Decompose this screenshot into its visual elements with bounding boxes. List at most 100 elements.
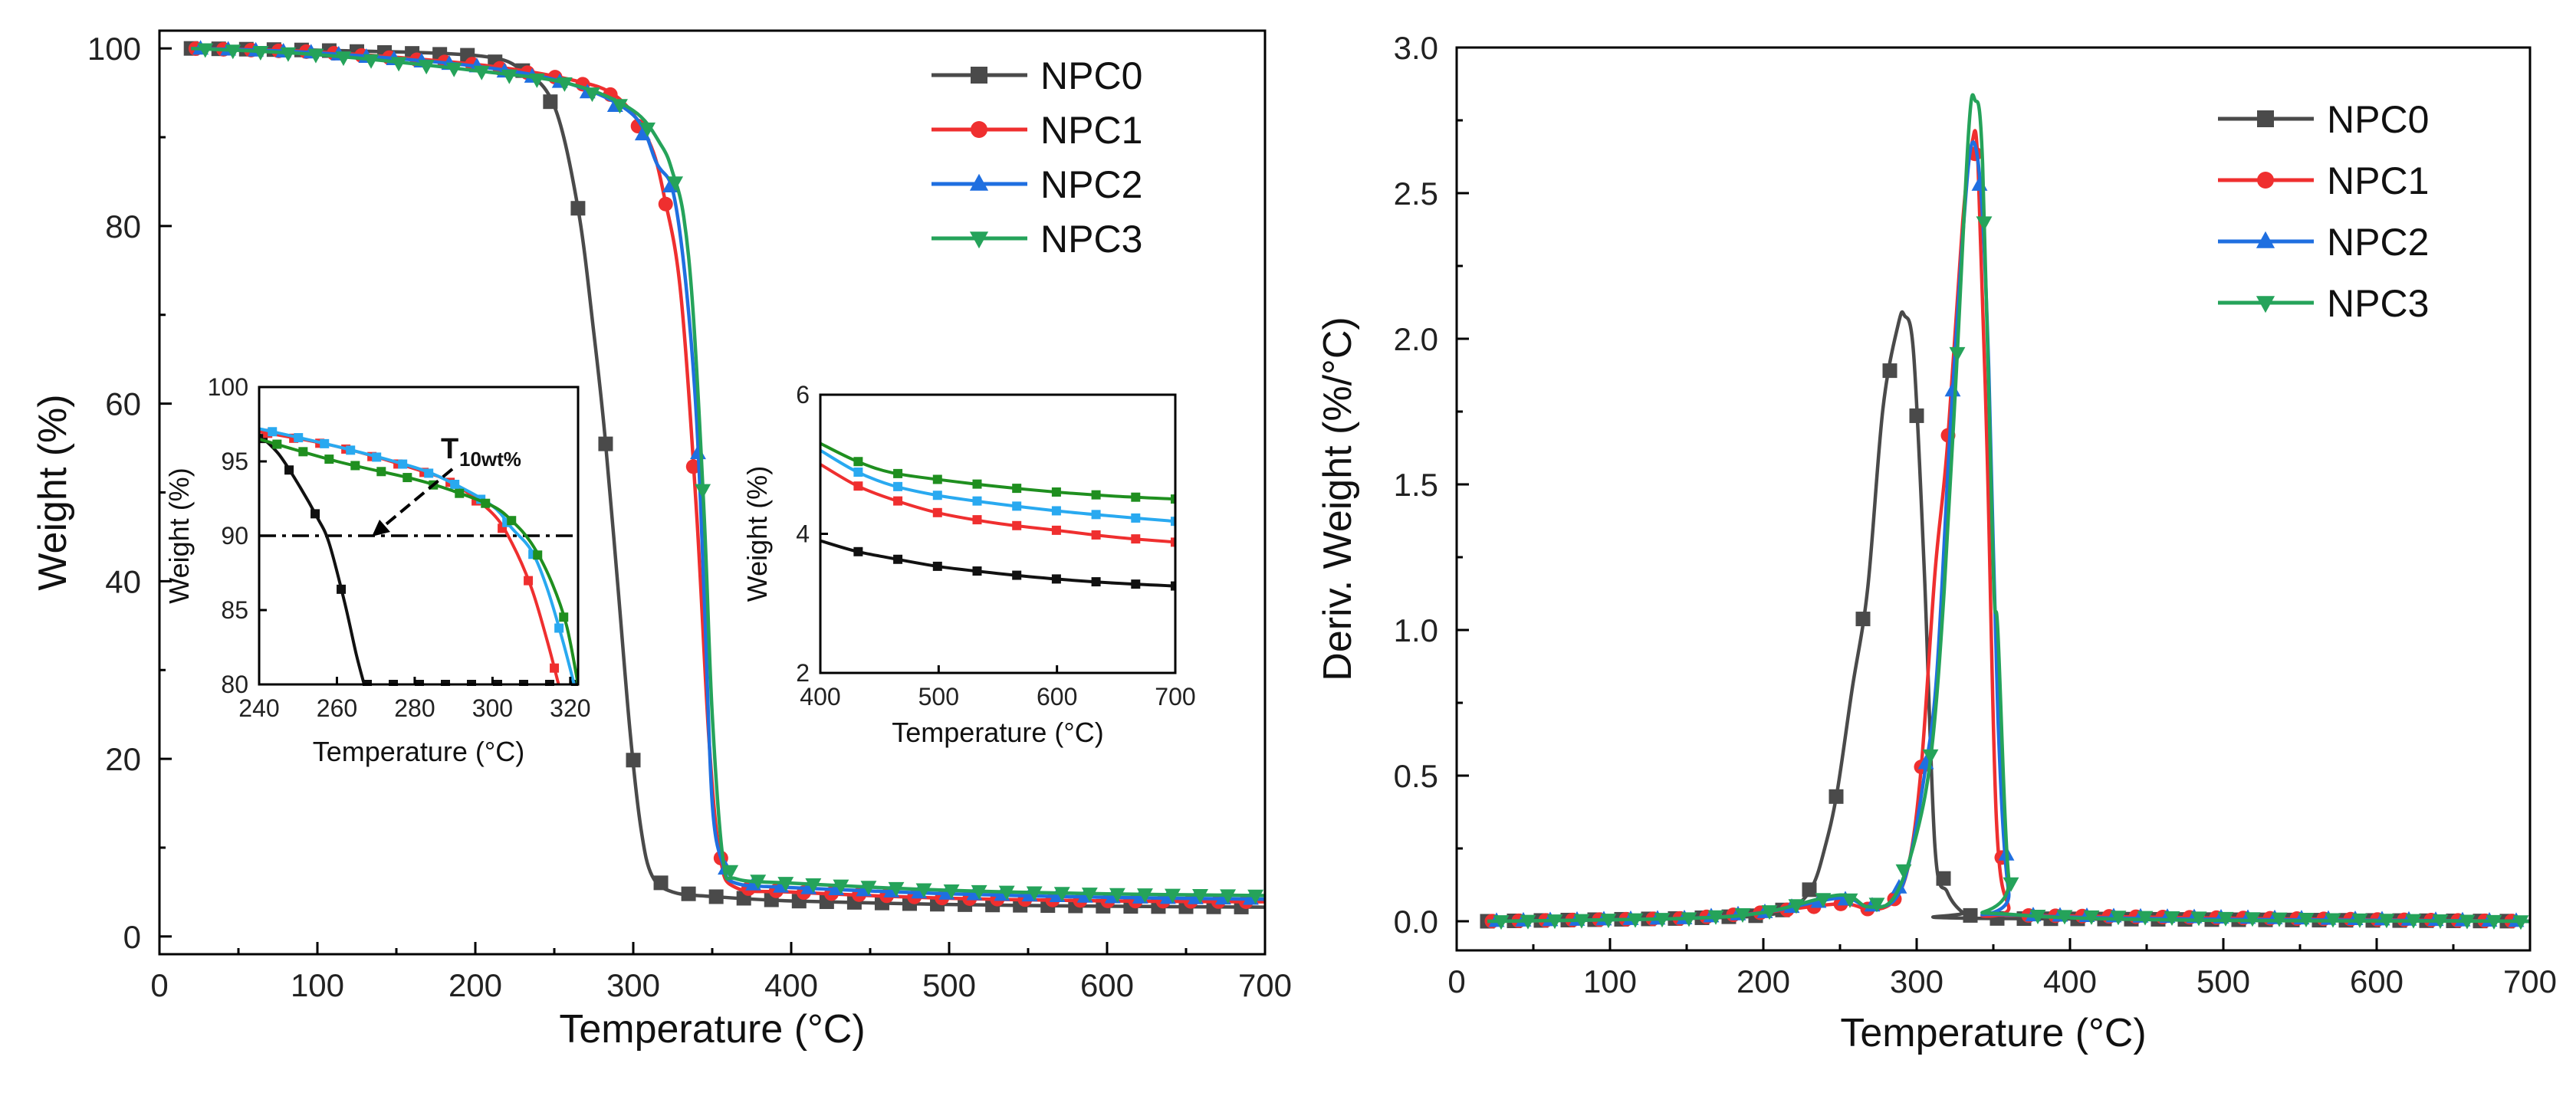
marker-npc0: [681, 886, 696, 901]
marker-npc3: [1788, 899, 1805, 914]
marker-npc2: [346, 445, 356, 455]
y-tick-label: 6: [796, 381, 810, 409]
series-line-npc3: [191, 46, 1265, 897]
marker-npc3: [888, 881, 905, 897]
legend-label-npc1: NPC1: [1040, 109, 1142, 152]
marker-npc3: [402, 473, 412, 483]
marker-npc1: [1091, 530, 1101, 540]
x-tick-label: 200: [1737, 963, 1790, 999]
marker-npc3: [1815, 893, 1832, 908]
tga-panel: 0 100 200 300 400 500 600 700 0 20 40 60 80 100 Temper…: [31, 29, 1292, 1052]
marker-npc3: [1051, 487, 1061, 497]
marker-npc3: [1681, 912, 1697, 927]
marker-npc3: [507, 516, 517, 526]
y-tick-label: 100: [87, 31, 141, 67]
marker-npc3: [2351, 913, 2368, 928]
marker-npc3: [1493, 915, 1510, 930]
marker-npc3: [1707, 910, 1724, 925]
marker-npc3: [376, 467, 386, 477]
dtg-panel: 0 100 200 300 400 500 600 700 0.0 0.5 1.0 1.5 2.0 2.5…: [1316, 30, 2557, 1055]
legend-marker-npc0: [971, 67, 987, 84]
marker-npc0: [653, 875, 669, 891]
marker-npc3: [197, 43, 214, 58]
series-line-npc0: [259, 433, 366, 685]
marker-npc3: [972, 479, 982, 489]
marker-npc3: [1131, 492, 1141, 502]
marker-npc3: [695, 484, 711, 499]
marker-npc3: [1627, 913, 1644, 928]
y-tick-label: 60: [105, 386, 141, 422]
marker-npc0: [1829, 789, 1844, 804]
marker-npc0: [598, 436, 613, 451]
onset-arrow-head: [372, 520, 390, 537]
marker-npc3: [350, 461, 360, 471]
marker-npc0: [1802, 882, 1817, 897]
x-tick-label: 300: [1890, 963, 1944, 999]
marker-npc0: [284, 465, 294, 475]
marker-npc3: [418, 60, 435, 75]
legend-marker-npc1: [971, 121, 987, 138]
y-tick-label: 2.5: [1394, 176, 1438, 212]
legend-label-npc2: NPC2: [2327, 221, 2429, 264]
marker-npc3: [2029, 910, 2046, 925]
marker-npc1: [658, 196, 673, 212]
tga-series-group: [183, 40, 1265, 914]
marker-npc3: [1109, 888, 1125, 903]
marker-npc1: [1012, 520, 1022, 530]
dtg-legend: NPC0 NPC1 NPC2 NPC3: [2218, 98, 2429, 325]
marker-npc2: [972, 496, 982, 506]
marker-npc3: [1081, 888, 1098, 903]
marker-npc0: [1171, 581, 1175, 591]
marker-npc3: [2271, 912, 2288, 927]
marker-npc3: [1026, 886, 1043, 901]
marker-npc3: [1573, 914, 1590, 929]
x-tick-label: 500: [918, 683, 959, 710]
marker-npc1: [1051, 525, 1061, 535]
marker-npc3: [1192, 888, 1208, 904]
series-line-npc1: [191, 46, 1265, 904]
x-tick-label: 500: [2196, 963, 2250, 999]
y-tick-label: 4: [796, 520, 810, 548]
x-tick-label: 600: [2350, 963, 2404, 999]
marker-npc0: [1091, 577, 1101, 587]
marker-npc0: [1012, 570, 1022, 580]
marker-npc3: [1895, 864, 1912, 879]
y-tick-label: 0.5: [1394, 758, 1438, 794]
x-axis-title: Temperature (°C): [892, 717, 1103, 748]
y-axis-title: Weight (%): [163, 468, 195, 603]
legend-label-npc2: NPC2: [1040, 163, 1142, 206]
x-tick-label: 700: [2503, 963, 2557, 999]
marker-npc3: [1949, 346, 1966, 362]
marker-npc2: [1171, 517, 1175, 527]
marker-npc0: [1131, 579, 1141, 589]
marker-npc3: [1546, 914, 1563, 930]
onset-arrow-line: [377, 468, 454, 532]
marker-npc3: [501, 69, 518, 84]
marker-npc3: [2378, 914, 2395, 929]
marker-npc3: [777, 877, 794, 892]
marker-npc0: [518, 680, 528, 686]
marker-npc3: [528, 73, 545, 88]
x-tick-label: 0: [150, 967, 168, 1003]
y-tick-label: 1.0: [1394, 612, 1438, 648]
y-tick-label: 0.0: [1394, 904, 1438, 940]
x-tick-label: 0: [1447, 963, 1465, 999]
marker-npc0: [1909, 408, 1924, 423]
legend-marker-npc2: [2256, 231, 2275, 248]
marker-npc3: [252, 46, 269, 61]
y-axis-title: Deriv. Weight (%/°C): [1316, 317, 1360, 681]
x-axis-title: Temperature (°C): [313, 736, 524, 767]
marker-npc3: [1734, 908, 1751, 924]
marker-npc2: [372, 452, 382, 462]
marker-npc3: [639, 122, 656, 137]
marker-npc2: [268, 427, 278, 437]
marker-npc3: [2083, 910, 2100, 925]
marker-npc3: [2190, 911, 2207, 927]
series-line-npc2: [191, 46, 1265, 901]
inset-onset-series-group: [259, 427, 578, 686]
marker-npc3: [445, 62, 462, 77]
x-tick-label: 600: [1037, 683, 1077, 710]
marker-npc3: [307, 48, 324, 64]
marker-npc3: [1520, 914, 1536, 930]
